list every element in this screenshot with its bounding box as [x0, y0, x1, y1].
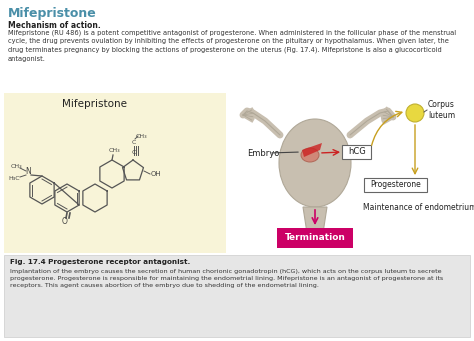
Text: Embryo: Embryo	[247, 148, 279, 158]
Text: Corpus
luteum: Corpus luteum	[428, 100, 455, 120]
Text: Termination: Termination	[284, 234, 346, 242]
Ellipse shape	[301, 148, 319, 162]
Bar	[4, 255, 470, 337]
Text: Mifepristone: Mifepristone	[63, 99, 128, 109]
Text: C: C	[132, 139, 136, 145]
Text: CH₃: CH₃	[10, 163, 22, 168]
Text: C: C	[132, 149, 136, 154]
Text: CH₃: CH₃	[108, 148, 120, 152]
Text: Maintenance of endometrium: Maintenance of endometrium	[363, 204, 474, 212]
Text: hCG: hCG	[348, 147, 366, 156]
Text: Implantation of the embryo causes the secretion of human chorionic gonadotropin : Implantation of the embryo causes the se…	[10, 269, 443, 288]
Text: Fig. 17.4 Progesterone receptor antagonist.: Fig. 17.4 Progesterone receptor antagoni…	[10, 259, 190, 265]
Text: CH₃: CH₃	[135, 134, 147, 139]
FancyBboxPatch shape	[277, 228, 353, 248]
FancyBboxPatch shape	[365, 178, 428, 192]
Text: OH: OH	[151, 171, 162, 177]
Text: Progesterone: Progesterone	[371, 180, 421, 189]
FancyBboxPatch shape	[343, 145, 372, 159]
Text: N: N	[25, 167, 31, 177]
Text: Mifepristone (RU 486) is a potent competitive antagonist of progesterone. When a: Mifepristone (RU 486) is a potent compet…	[8, 29, 456, 61]
Text: Mechanism of action.: Mechanism of action.	[8, 21, 101, 30]
Polygon shape	[302, 143, 322, 157]
Bar	[4, 93, 226, 253]
Text: O: O	[62, 217, 68, 225]
Polygon shape	[303, 207, 327, 233]
Text: Mifepristone: Mifepristone	[8, 7, 97, 20]
Ellipse shape	[279, 119, 351, 207]
Text: H₃C: H₃C	[8, 176, 20, 180]
Circle shape	[406, 104, 424, 122]
